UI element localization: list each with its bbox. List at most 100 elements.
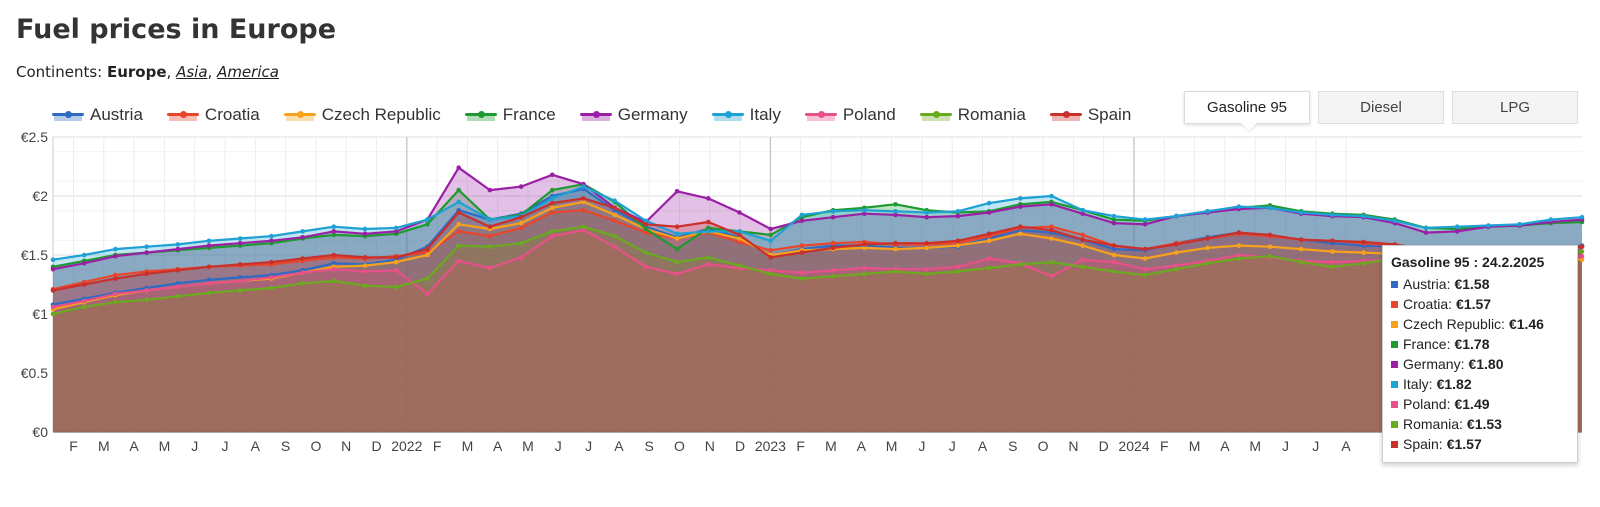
point-france <box>331 232 337 238</box>
point-spain <box>81 282 87 287</box>
legend-symbol-icon <box>283 109 316 121</box>
point-poland <box>113 291 118 297</box>
point-italy <box>674 231 680 237</box>
point-austria <box>175 281 181 286</box>
point-spain <box>269 259 274 265</box>
point-romania <box>799 276 805 281</box>
point-spain <box>1579 244 1585 249</box>
point-romania <box>331 278 337 284</box>
legend-item-spain[interactable]: Spain <box>1049 105 1131 125</box>
legend-item-romania[interactable]: Romania <box>919 105 1026 125</box>
x-tick-label: D <box>1099 438 1109 454</box>
point-czech-republic <box>456 222 462 227</box>
point-germany <box>550 172 555 178</box>
point-croatia <box>550 210 555 215</box>
tooltip-row: Spain: €1.57 <box>1391 434 1569 454</box>
tab-diesel[interactable]: Diesel <box>1318 91 1444 124</box>
point-poland <box>81 298 87 304</box>
point-poland <box>1111 259 1117 265</box>
legend-item-czech-republic[interactable]: Czech Republic <box>283 105 441 125</box>
continent-asia-link[interactable]: Asia <box>176 63 208 81</box>
x-tick-label: A <box>1220 438 1230 454</box>
point-germany <box>768 226 773 232</box>
point-spain <box>1267 232 1273 238</box>
point-spain <box>362 255 368 260</box>
point-poland <box>862 265 867 271</box>
point-germany <box>1454 229 1460 234</box>
tooltip-series-name: Czech Republic: <box>1403 316 1505 332</box>
point-italy <box>1361 213 1366 219</box>
point-spain <box>456 210 462 215</box>
legend-item-germany[interactable]: Germany <box>579 105 688 125</box>
tab-gasoline-95[interactable]: Gasoline 95 <box>1184 91 1310 124</box>
y-tick-label: €1.5 <box>21 247 48 263</box>
point-spain <box>955 238 961 244</box>
y-tick-label: €2 <box>32 188 48 204</box>
legend-item-france[interactable]: France <box>464 105 556 125</box>
x-tick-label: M <box>825 438 837 454</box>
point-romania <box>362 283 368 289</box>
legend-item-poland[interactable]: Poland <box>804 105 896 125</box>
point-italy <box>331 224 337 229</box>
tab-lpg[interactable]: LPG <box>1452 91 1578 124</box>
point-poland <box>362 269 368 274</box>
point-italy <box>81 252 87 258</box>
point-romania <box>768 271 773 277</box>
point-italy <box>206 238 212 244</box>
point-romania <box>393 284 399 290</box>
tooltip-row: Croatia: €1.57 <box>1391 294 1569 314</box>
point-spain <box>986 231 992 237</box>
point-poland <box>674 271 680 277</box>
point-czech-republic <box>1330 249 1335 254</box>
point-poland <box>1236 252 1242 258</box>
point-italy <box>1018 196 1023 201</box>
x-tick-label: F <box>69 438 78 454</box>
continent-america-link[interactable]: America <box>217 63 279 81</box>
point-spain <box>1142 246 1148 252</box>
point-romania <box>986 265 992 271</box>
point-czech-republic <box>1267 244 1273 249</box>
point-italy <box>768 238 773 244</box>
point-germany <box>893 212 898 218</box>
x-tick-label: S <box>281 438 290 454</box>
legend-item-austria[interactable]: Austria <box>52 105 143 125</box>
point-italy <box>1236 204 1242 209</box>
point-romania <box>50 311 56 317</box>
legend-item-italy[interactable]: Italy <box>711 105 781 125</box>
point-poland <box>175 284 181 290</box>
point-italy <box>986 200 992 206</box>
point-croatia <box>1080 232 1085 238</box>
tooltip-series-value: €1.78 <box>1454 336 1490 352</box>
point-germany <box>487 187 493 193</box>
x-tick-label: J <box>1312 438 1319 454</box>
point-czech-republic <box>862 245 867 251</box>
x-tick-label: N <box>705 438 715 454</box>
point-germany <box>706 196 711 201</box>
point-romania <box>1080 264 1085 270</box>
x-tick-label: M <box>1249 438 1261 454</box>
x-tick-label: 2023 <box>755 438 786 454</box>
point-italy <box>1454 224 1460 229</box>
point-poland <box>955 264 961 270</box>
legend-item-croatia[interactable]: Croatia <box>166 105 260 125</box>
point-poland <box>924 266 929 272</box>
tooltip-series-value: €1.57 <box>1446 436 1482 452</box>
area-czech-republic <box>53 201 1582 432</box>
continents-label: Continents: <box>16 63 103 81</box>
tooltip-series-name: Germany: <box>1403 356 1465 372</box>
point-germany <box>830 214 836 220</box>
tooltip-series-name: Romania: <box>1403 416 1463 432</box>
legend-symbol-icon <box>52 109 84 121</box>
point-romania <box>550 229 555 234</box>
point-romania <box>1579 249 1585 254</box>
x-tick-label: F <box>1160 438 1169 454</box>
point-italy <box>1049 193 1054 199</box>
legend-symbol-icon <box>711 109 744 121</box>
point-croatia <box>799 243 805 248</box>
chart-areas <box>53 167 1582 432</box>
point-germany <box>300 235 305 240</box>
point-romania <box>237 288 243 293</box>
x-tick-label: J <box>1282 438 1289 454</box>
legend-label: Germany <box>617 105 688 124</box>
